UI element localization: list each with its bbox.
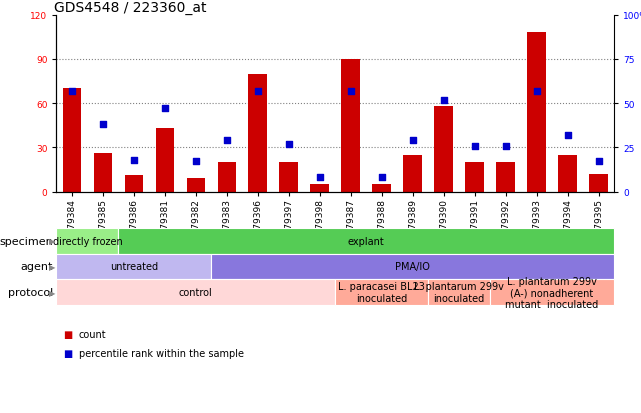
- Bar: [403, 155, 422, 192]
- Bar: [249, 74, 267, 192]
- Point: [562, 132, 572, 139]
- Bar: [490, 280, 614, 305]
- Text: L. plantarum 299v
(A-) nonadherent
mutant  inoculated: L. plantarum 299v (A-) nonadherent mutan…: [506, 276, 599, 309]
- Bar: [558, 155, 577, 192]
- Point: [345, 88, 356, 95]
- Point: [283, 141, 294, 148]
- Text: untreated: untreated: [110, 262, 158, 272]
- Text: agent: agent: [21, 262, 53, 272]
- Bar: [335, 280, 428, 305]
- Bar: [428, 280, 490, 305]
- Bar: [465, 163, 484, 192]
- Text: ▶: ▶: [49, 237, 56, 246]
- Text: control: control: [179, 287, 213, 297]
- Text: PMA/IO: PMA/IO: [395, 262, 430, 272]
- Bar: [56, 254, 212, 280]
- Bar: [310, 185, 329, 192]
- Bar: [187, 179, 205, 192]
- Bar: [528, 33, 546, 192]
- Text: ■: ■: [63, 348, 72, 358]
- Point: [191, 159, 201, 165]
- Bar: [212, 254, 614, 280]
- Bar: [94, 154, 112, 192]
- Text: L. paracasei BL23
inoculated: L. paracasei BL23 inoculated: [338, 282, 425, 303]
- Text: L. plantarum 299v
inoculated: L. plantarum 299v inoculated: [414, 282, 504, 303]
- Point: [531, 88, 542, 95]
- Bar: [124, 176, 143, 192]
- Bar: [372, 185, 391, 192]
- Text: protocol: protocol: [8, 287, 53, 297]
- Point: [501, 143, 511, 150]
- Bar: [119, 228, 614, 254]
- Bar: [217, 163, 236, 192]
- Text: GDS4548 / 223360_at: GDS4548 / 223360_at: [54, 1, 206, 15]
- Text: directly frozen: directly frozen: [53, 236, 122, 246]
- Text: ▶: ▶: [49, 262, 56, 271]
- Point: [97, 122, 108, 128]
- Point: [469, 143, 479, 150]
- Bar: [63, 89, 81, 192]
- Bar: [56, 280, 335, 305]
- Text: ▶: ▶: [49, 288, 56, 297]
- Text: percentile rank within the sample: percentile rank within the sample: [79, 348, 244, 358]
- Point: [160, 106, 170, 112]
- Bar: [342, 60, 360, 192]
- Point: [253, 88, 263, 95]
- Text: specimen: specimen: [0, 236, 53, 246]
- Point: [438, 97, 449, 104]
- Point: [315, 175, 325, 181]
- Point: [129, 157, 139, 164]
- Text: explant: explant: [348, 236, 385, 246]
- Text: count: count: [79, 329, 106, 339]
- Point: [376, 175, 387, 181]
- Point: [594, 159, 604, 165]
- Bar: [156, 129, 174, 192]
- Bar: [279, 163, 298, 192]
- Bar: [56, 228, 119, 254]
- Bar: [435, 107, 453, 192]
- Point: [222, 138, 232, 144]
- Point: [408, 138, 418, 144]
- Point: [67, 88, 77, 95]
- Bar: [589, 174, 608, 192]
- Bar: [496, 163, 515, 192]
- Text: ■: ■: [63, 329, 72, 339]
